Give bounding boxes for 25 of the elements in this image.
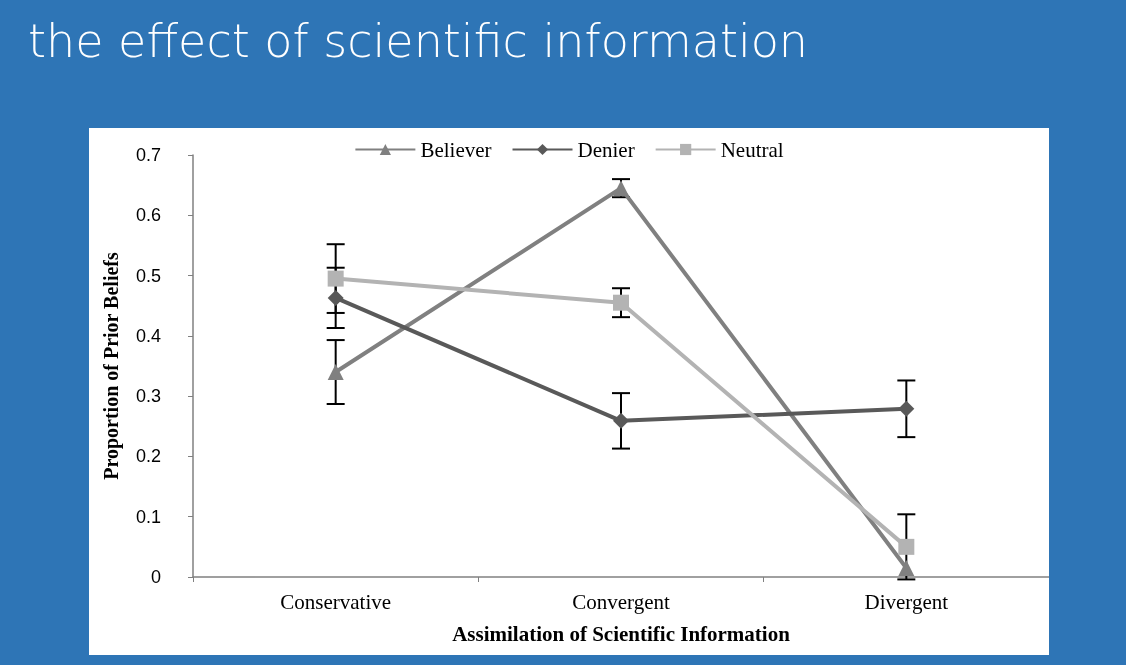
legend-label: Denier bbox=[577, 137, 635, 162]
point bbox=[327, 270, 344, 287]
y-tick-label: 0.7 bbox=[135, 145, 161, 165]
y-tick-label: 0.1 bbox=[135, 506, 161, 527]
y-tick-label: 0.3 bbox=[135, 386, 161, 407]
y-tick-label: 0 bbox=[150, 567, 161, 587]
y-tick-label: 0.5 bbox=[135, 265, 161, 286]
point bbox=[613, 294, 629, 311]
x-tick-label: Conservative bbox=[280, 589, 392, 614]
y-tick-label: 0.2 bbox=[135, 446, 161, 467]
chart-title: the effect of scientific information bbox=[28, 14, 809, 68]
y-axis-title: Proportion of Prior Beliefs bbox=[100, 252, 123, 480]
point bbox=[898, 559, 915, 576]
point bbox=[613, 412, 629, 429]
x-axis-title: Assimilation of Scientific Information bbox=[452, 621, 791, 646]
x-tick-label: Convergent bbox=[572, 589, 670, 614]
point bbox=[898, 538, 915, 555]
point bbox=[327, 289, 344, 306]
y-tick-label: 0.6 bbox=[135, 205, 161, 226]
legend-label: Neutral bbox=[720, 137, 784, 162]
y-tick-label: 0.4 bbox=[135, 325, 161, 346]
legend-label: Believer bbox=[420, 137, 492, 162]
point bbox=[898, 400, 915, 417]
point bbox=[327, 364, 344, 381]
x-tick-label: Divergent bbox=[864, 589, 949, 614]
